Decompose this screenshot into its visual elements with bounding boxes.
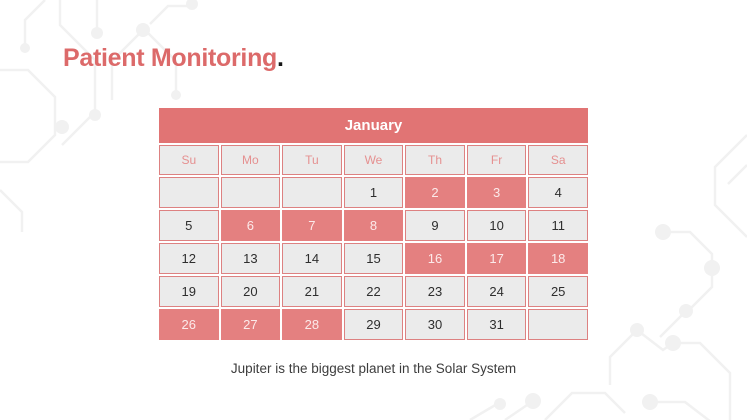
calendar-day-cell: 6 — [220, 210, 281, 241]
calendar-day-cell: 29 — [343, 309, 404, 340]
day-header-we: We — [343, 145, 404, 175]
calendar-day-cell: 19 — [159, 276, 219, 307]
title-text: Patient Monitoring — [63, 44, 278, 72]
calendar-day-cell: 17 — [466, 243, 527, 274]
calendar-month-title: January — [159, 108, 588, 143]
calendar-week-row: 12 13 14 15 16 17 18 — [159, 243, 588, 274]
calendar-day-cell: 8 — [343, 210, 404, 241]
calendar-day-cell: 30 — [405, 309, 465, 340]
day-header-th: Th — [405, 145, 465, 175]
day-header-su: Su — [159, 145, 219, 175]
calendar-month-row: January — [159, 108, 588, 143]
calendar-day-cell: 16 — [405, 243, 465, 274]
calendar-day-cell: 1 — [343, 177, 404, 208]
day-header-sa: Sa — [528, 145, 588, 175]
calendar-week-row: 5 6 7 8 9 10 11 — [159, 210, 588, 241]
calendar-day-cell: 18 — [528, 243, 588, 274]
calendar-empty-cell — [220, 177, 281, 208]
title-period: . — [277, 44, 284, 72]
day-header-fr: Fr — [466, 145, 527, 175]
calendar-day-header-row: Su Mo Tu We Th Fr Sa — [159, 145, 588, 175]
calendar-day-cell: 5 — [159, 210, 219, 241]
day-header-tu: Tu — [282, 145, 342, 175]
calendar-day-cell: 7 — [282, 210, 342, 241]
calendar-table: January Su Mo Tu We Th Fr Sa 1 2 3 4 5 6 7 8 9 10 11 12 13… — [157, 106, 590, 342]
calendar-day-cell: 14 — [282, 243, 342, 274]
calendar-week-row: 19 20 21 22 23 24 25 — [159, 276, 588, 307]
day-header-mo: Mo — [220, 145, 281, 175]
calendar-empty-cell — [282, 177, 342, 208]
calendar-week-row: 26 27 28 29 30 31 — [159, 309, 588, 340]
caption-text: Jupiter is the biggest planet in the Sol… — [230, 361, 517, 376]
calendar-day-cell: 2 — [405, 177, 465, 208]
calendar-day-cell: 3 — [466, 177, 527, 208]
calendar-day-cell: 31 — [466, 309, 527, 340]
calendar-day-cell: 12 — [159, 243, 219, 274]
calendar-day-cell: 13 — [220, 243, 281, 274]
page-title: Patient Monitoring. — [63, 44, 284, 73]
calendar-day-cell: 11 — [528, 210, 588, 241]
calendar-day-cell: 25 — [528, 276, 588, 307]
calendar-day-cell: 22 — [343, 276, 404, 307]
calendar-day-cell: 24 — [466, 276, 527, 307]
calendar-empty-cell — [528, 309, 588, 340]
calendar-day-cell: 21 — [282, 276, 342, 307]
calendar-day-cell: 9 — [405, 210, 465, 241]
calendar-day-cell: 26 — [159, 309, 219, 340]
calendar-empty-cell — [159, 177, 219, 208]
calendar-day-cell: 23 — [405, 276, 465, 307]
calendar-day-cell: 10 — [466, 210, 527, 241]
calendar-day-cell: 4 — [528, 177, 588, 208]
calendar-day-cell: 27 — [220, 309, 281, 340]
calendar-day-cell: 20 — [220, 276, 281, 307]
calendar-day-cell: 28 — [282, 309, 342, 340]
calendar-day-cell: 15 — [343, 243, 404, 274]
